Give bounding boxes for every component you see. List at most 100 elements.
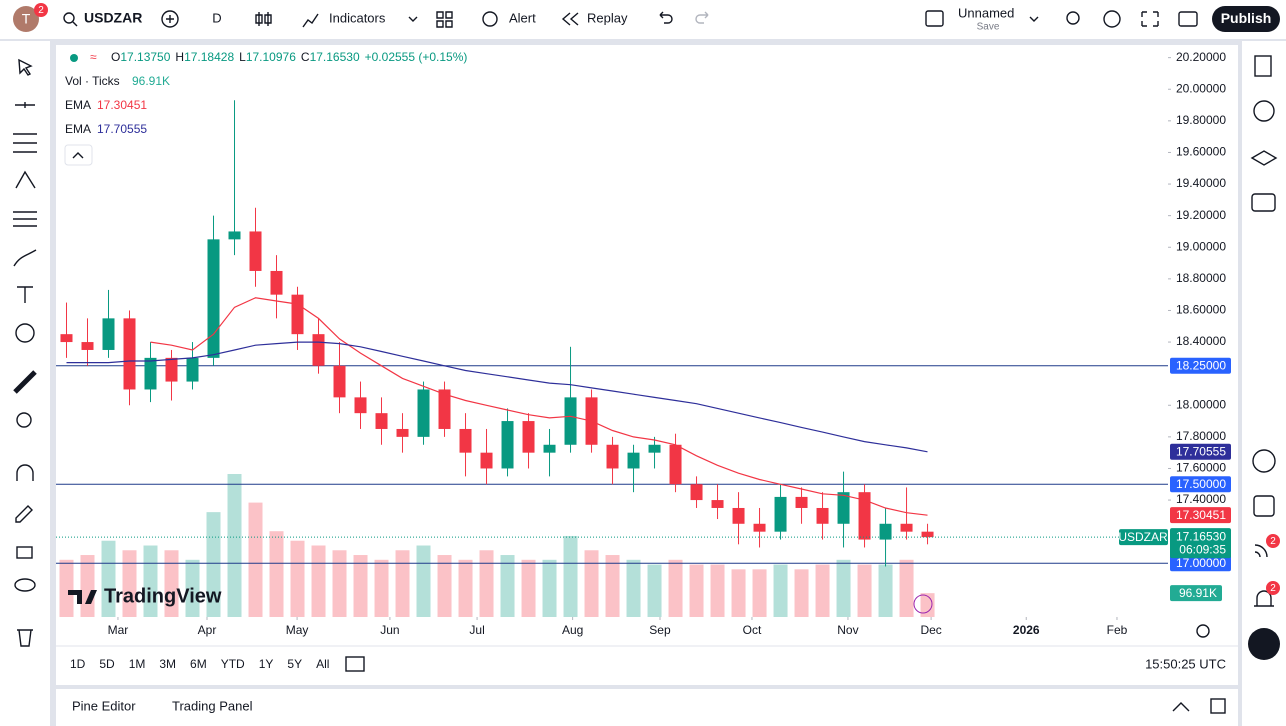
chat[interactable]	[1251, 193, 1276, 212]
event-marker[interactable]	[913, 594, 933, 614]
replay-icon[interactable]	[561, 12, 579, 26]
symbol-box	[1119, 529, 1168, 546]
target[interactable]	[1252, 449, 1276, 473]
badge-count: 2	[1270, 536, 1276, 547]
line-tool[interactable]	[15, 102, 35, 108]
maximize-panel[interactable]	[1210, 698, 1226, 714]
indicators-button[interactable]: Indicators	[329, 10, 386, 25]
measure-tool[interactable]	[13, 370, 37, 394]
collapse-panel[interactable]	[1172, 702, 1190, 712]
pattern-tool[interactable]	[15, 170, 36, 189]
add-symbol[interactable]	[161, 10, 179, 28]
volume-bar	[878, 564, 893, 617]
candle-body	[396, 428, 409, 437]
volume-bar	[815, 564, 830, 617]
volume-bar	[227, 474, 242, 617]
dropdown[interactable]	[1029, 16, 1039, 22]
publish-button[interactable]	[1212, 6, 1280, 32]
text-tool[interactable]	[17, 286, 33, 303]
range-button[interactable]: 1M	[129, 657, 146, 671]
quick-search[interactable]	[1066, 11, 1080, 25]
chart-type-icon[interactable]	[255, 12, 272, 26]
emoji-tool[interactable]	[15, 323, 35, 343]
volume-box	[1170, 585, 1222, 602]
projection-tool[interactable]	[13, 211, 37, 227]
x-tick-label: 2026	[1013, 623, 1040, 637]
volume-bar	[248, 502, 263, 617]
redo[interactable]	[695, 11, 709, 24]
volume-bar	[437, 555, 452, 617]
apps-button[interactable]	[1248, 628, 1280, 660]
replay-button[interactable]: Replay	[587, 10, 628, 25]
watchlist[interactable]	[1254, 55, 1272, 77]
candle-body	[312, 334, 325, 366]
cursor-tool[interactable]	[18, 58, 33, 76]
calendar[interactable]	[1253, 495, 1275, 517]
delete-tool[interactable]	[17, 629, 33, 647]
avatar[interactable]	[13, 6, 39, 32]
volume-bar	[794, 569, 809, 617]
magnet-tool[interactable]	[16, 464, 34, 481]
hline-label: 18.25000	[1176, 358, 1226, 372]
range-button[interactable]: 6M	[190, 657, 207, 671]
date-range-icon[interactable]	[345, 656, 365, 672]
lock-tool[interactable]	[16, 546, 33, 559]
zoom-tool[interactable]	[16, 412, 32, 428]
legend-icon: ≈	[90, 50, 97, 64]
interval[interactable]: D	[212, 10, 221, 25]
ohlc-value: 17.13750	[120, 50, 170, 64]
alerts-panel[interactable]	[1253, 100, 1275, 122]
tab[interactable]: Pine Editor	[72, 698, 136, 713]
alert-button[interactable]: Alert	[509, 10, 536, 25]
chart-pane	[56, 45, 1238, 685]
draw-mode[interactable]	[15, 505, 33, 523]
indicators-icon[interactable]	[302, 13, 319, 28]
range-button[interactable]: 3M	[159, 657, 176, 671]
layout-save: Save	[977, 22, 1000, 33]
publish-label: Publish	[1221, 10, 1272, 26]
candle-body	[753, 523, 766, 532]
fib-tool[interactable]	[13, 133, 37, 153]
candle-body	[837, 492, 850, 524]
ema-price-label: 17.30451	[1176, 508, 1226, 522]
alert-icon[interactable]	[482, 11, 498, 27]
candle-body	[144, 357, 157, 390]
hide-tool[interactable]	[14, 578, 36, 592]
candle-body	[438, 389, 451, 429]
symbol[interactable]: USDZAR	[84, 10, 142, 26]
volume-bar	[857, 564, 872, 617]
layout-toggle[interactable]	[925, 10, 944, 27]
brush-tool[interactable]	[13, 249, 37, 267]
layout-name[interactable]: Unnamed	[958, 5, 1014, 20]
range-button[interactable]: YTD	[221, 657, 245, 671]
layout-icon[interactable]	[436, 11, 453, 28]
axis-settings[interactable]	[1196, 624, 1210, 638]
volume-bar	[206, 512, 221, 617]
range-button[interactable]: 5D	[99, 657, 115, 671]
y-tick-label: 18.40000	[1176, 334, 1226, 348]
fullscreen[interactable]	[1141, 11, 1159, 27]
x-tick-label: Mar	[108, 623, 129, 637]
tab[interactable]: Trading Panel	[172, 698, 253, 713]
range-button[interactable]: All	[316, 657, 329, 671]
hline-label-box	[1170, 476, 1231, 493]
top-toolbar	[0, 0, 1286, 39]
search-icon[interactable]	[63, 12, 75, 24]
news[interactable]	[1254, 544, 1268, 558]
badge-count: 2	[1270, 583, 1276, 594]
hline-label: 17.00000	[1176, 556, 1226, 570]
notifications[interactable]	[1254, 590, 1274, 607]
settings[interactable]	[1103, 10, 1121, 28]
layers[interactable]	[1250, 150, 1278, 166]
y-tick-label: 18.00000	[1176, 397, 1226, 411]
range-button[interactable]: 1Y	[259, 657, 274, 671]
screenshot[interactable]	[1178, 11, 1198, 27]
range-button[interactable]: 5Y	[287, 657, 302, 671]
range-button[interactable]: 1D	[70, 657, 86, 671]
last-price: 17.16530	[1176, 529, 1226, 543]
candle-body	[690, 484, 703, 501]
undo[interactable]	[659, 11, 673, 24]
ohlc-value: 17.16530	[310, 50, 360, 64]
collapse-legend[interactable]	[64, 144, 93, 166]
dropdown[interactable]	[408, 16, 418, 22]
